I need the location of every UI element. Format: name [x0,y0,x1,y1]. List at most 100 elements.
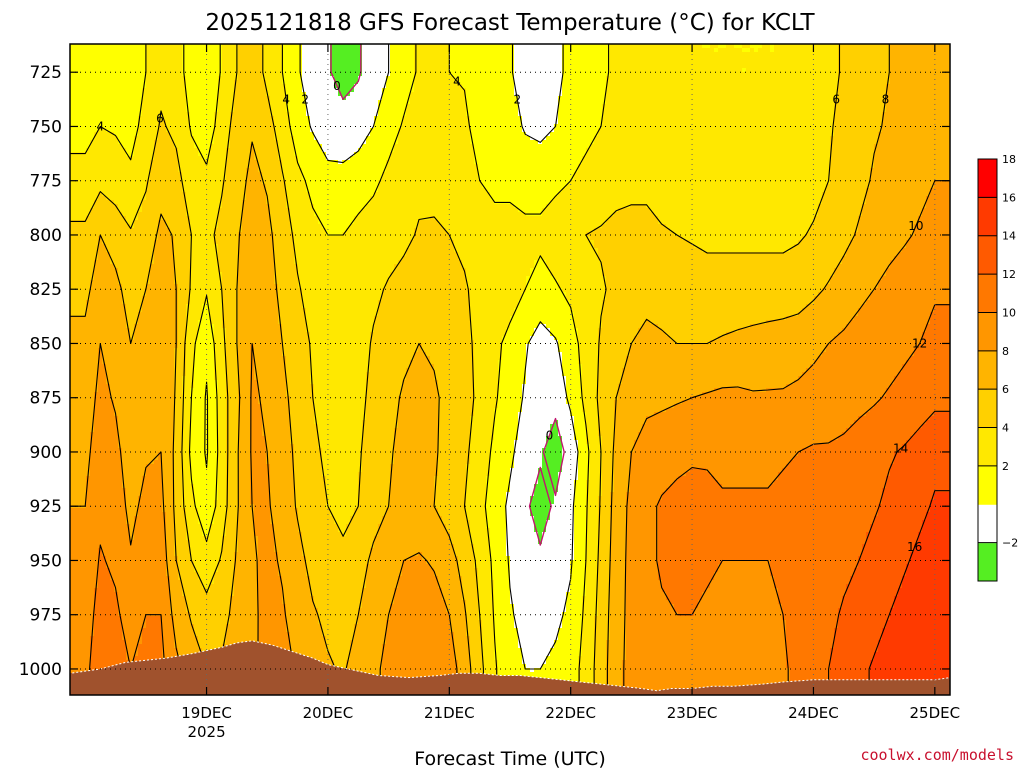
field-cell [270,204,287,209]
field-cell [230,132,275,137]
field-cell [890,472,950,477]
field-cell [226,488,239,493]
field-cell [558,100,607,105]
field-cell [446,600,467,605]
field-cell [238,244,275,249]
field-cell [278,156,299,161]
field-cell [218,256,239,261]
field-cell [598,520,611,525]
field-cell [98,244,107,249]
field-cell [798,376,895,381]
field-cell [370,364,411,369]
field-cell [654,212,819,217]
field-cell [838,608,891,613]
field-cell [510,480,539,485]
field-cell [610,608,627,613]
field-cell [210,316,223,321]
field-cell [818,208,863,213]
field-cell [326,636,355,641]
field-cell [598,516,611,521]
field-cell [670,600,699,605]
field-cell [162,632,175,637]
field-cell [258,616,287,621]
field-cell [626,544,659,549]
field-cell [194,628,227,633]
field-cell [310,360,371,365]
field-cell [274,248,295,253]
field-cell [246,168,259,173]
field-cell [586,508,599,513]
field-cell [218,428,227,433]
field-cell [298,268,395,273]
field-cell [614,460,631,465]
field-cell [242,220,271,225]
field-cell [142,484,163,489]
field-cell [238,452,251,457]
credit-link[interactable]: coolwx.com/models [860,746,1014,764]
field-cell [602,260,843,265]
field-cell [166,552,175,557]
field-cell [642,424,851,429]
field-cell [174,372,187,377]
field-cell [870,672,950,677]
field-cell [238,424,251,429]
field-cell [226,456,239,461]
field-cell [598,588,611,593]
field-cell [298,264,395,269]
field-cell [478,608,495,613]
field-cell [786,664,831,669]
field-cell [626,628,787,633]
field-cell [382,668,459,673]
field-cell [874,652,950,657]
field-cell [154,244,175,249]
field-cell [558,428,575,433]
field-cell [370,556,411,561]
field-cell [582,364,599,369]
field-cell [230,144,251,149]
field-cell [286,392,315,397]
field-cell [114,408,175,413]
field-cell [854,316,931,321]
field-cell [126,516,135,521]
field-cell [390,496,435,501]
field-cell [314,596,363,601]
field-cell [350,656,383,661]
field-cell [826,188,867,193]
field-cell [262,428,291,433]
field-cell [194,340,215,345]
field-cell [378,104,407,109]
field-cell [474,384,499,389]
field-cell [94,592,119,597]
field-cell [566,388,583,393]
y-tick-label: 825 [30,280,62,300]
field-cell [278,312,307,317]
field-cell [610,592,627,597]
field-cell [118,612,171,617]
field-cell [382,672,459,677]
field-cell [174,432,183,437]
field-cell [246,188,267,193]
field-cell [254,528,275,533]
field-cell [122,452,159,457]
field-cell [70,500,87,505]
field-cell [182,480,191,485]
field-cell [202,584,211,589]
field-cell [214,324,223,329]
field-cell [226,496,239,501]
field-cell [238,520,255,525]
field-cell [414,352,427,357]
field-cell [750,48,755,53]
field-cell [186,372,195,377]
field-cell [598,344,631,349]
field-cell [138,132,159,137]
field-cell [522,396,567,401]
field-cell [558,424,575,429]
field-cell [774,580,851,585]
field-cell [286,104,307,109]
field-cell [802,308,859,313]
field-cell [666,408,871,413]
field-cell [362,588,395,593]
field-cell [238,480,251,485]
field-cell [658,528,871,533]
field-cell [326,504,359,509]
